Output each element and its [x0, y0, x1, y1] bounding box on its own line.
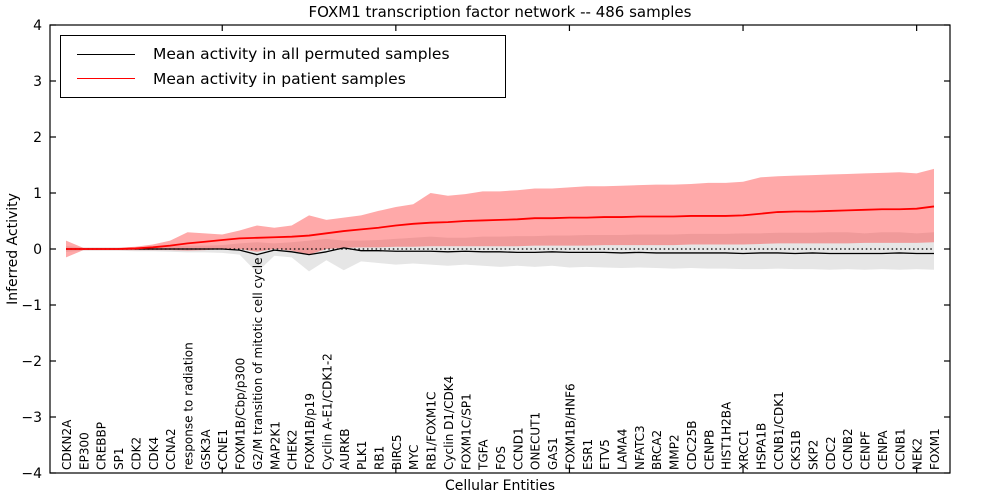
x-category-label: ESR1 [581, 439, 595, 470]
x-category-label: CHEK2 [286, 430, 300, 471]
patient-mean-line [66, 205, 935, 250]
x-category-label: SKP2 [806, 440, 820, 470]
y-tick-label: −2 [21, 354, 42, 370]
x-category-label: EP300 [77, 432, 91, 470]
legend: Mean activity in all permuted samples Me… [60, 35, 506, 98]
x-category-label: CDC25B [685, 421, 699, 471]
x-category-label: CCNB1 [893, 428, 907, 470]
x-category-label: FOXM1B/HNF6 [563, 383, 577, 470]
x-category-label: FOXM1B/p19 [303, 393, 317, 470]
x-category-label: response to radiation [182, 342, 196, 470]
x-category-label: CENPF [859, 431, 873, 470]
x-category-label: TGFA [477, 439, 491, 471]
x-category-label: ETV5 [598, 439, 612, 470]
x-category-label: CCNB2 [841, 428, 855, 470]
x-category-label: LAMA4 [616, 429, 630, 470]
x-category-label: NEK2 [911, 438, 925, 470]
x-category-label: RB1/FOXM1C [425, 392, 439, 470]
legend-label-permuted: Mean activity in all permuted samples [153, 45, 450, 64]
x-category-label: CENPB [702, 430, 716, 470]
x-category-label: CENPA [876, 430, 890, 470]
x-category-label: NFATC3 [633, 425, 647, 470]
x-category-label: CCNB1/CDK1 [772, 391, 786, 470]
x-category-label: CDK2 [129, 437, 143, 470]
x-category-label: SP1 [112, 448, 126, 471]
patient-line-swatch [77, 78, 135, 80]
y-tick-label: 2 [33, 130, 42, 146]
x-category-label: PLK1 [355, 441, 369, 470]
x-category-label: MMP2 [668, 434, 682, 470]
x-category-label: CCNE1 [216, 429, 230, 470]
x-category-label: FOXM1B/Cbp/p300 [234, 358, 248, 470]
x-category-label: GAS1 [546, 437, 560, 470]
y-tick-label: 1 [33, 186, 42, 202]
x-category-label: CREBBP [95, 422, 109, 470]
x-axis-label: Cellular Entities [444, 478, 556, 494]
x-category-label: GSK3A [199, 429, 213, 470]
x-category-label: CDC2 [824, 436, 838, 470]
x-category-label: MYC [407, 445, 421, 470]
x-category-label: CDK4 [147, 437, 161, 470]
x-category-label: Cyclin A-E1/CDK1-2 [320, 353, 334, 470]
patient-band [66, 168, 934, 258]
legend-item-patient: Mean activity in patient samples [77, 70, 505, 88]
x-category-label: ONECUT1 [529, 412, 543, 470]
y-tick-label: 3 [33, 74, 42, 90]
x-category-label: FOXM1C/SP1 [459, 393, 473, 470]
y-tick-label: −4 [21, 466, 42, 482]
x-category-label: CDKN2A [60, 419, 74, 470]
x-category-label: CCND1 [511, 427, 525, 470]
y-tick-label: −3 [21, 410, 42, 426]
permuted-line-swatch [77, 53, 135, 55]
x-category-label: HSPA1B [754, 423, 768, 470]
x-category-label: AURKB [338, 429, 352, 470]
x-category-label: BRCA2 [650, 430, 664, 470]
chart-title: FOXM1 transcription factor network -- 48… [308, 3, 692, 21]
legend-item-permuted: Mean activity in all permuted samples [77, 45, 505, 63]
x-category-label: BIRC5 [390, 434, 404, 470]
x-category-label: Cyclin D1/CDK4 [442, 376, 456, 470]
x-category-label: FOS [494, 446, 508, 470]
legend-label-patient: Mean activity in patient samples [153, 69, 406, 88]
x-category-label: FOXM1 [928, 428, 942, 470]
permuted-mean-line [66, 247, 934, 256]
x-category-label: CKS1B [789, 430, 803, 470]
y-tick-label: 4 [33, 18, 42, 34]
x-category-label: HIST1H2BA [720, 401, 734, 470]
y-tick-label: −1 [21, 298, 42, 314]
y-tick-label: 0 [33, 242, 42, 258]
x-category-label: G2/M transition of mitotic cell cycle [251, 257, 265, 470]
x-category-label: RB1 [372, 446, 386, 470]
x-category-label: CCNA2 [164, 428, 178, 470]
x-category-label: XRCC1 [737, 430, 751, 470]
x-category-label: MAP2K1 [268, 421, 282, 470]
